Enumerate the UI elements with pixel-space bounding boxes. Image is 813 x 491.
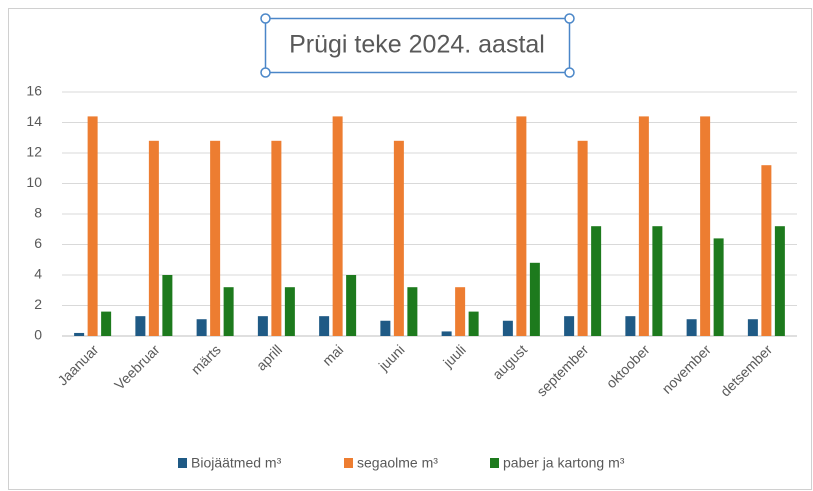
bar [652,226,663,336]
bar [774,226,785,336]
y-tick-label: 16 [26,83,42,99]
bar [135,316,146,336]
legend-swatch [344,458,353,468]
legend-label: paber ja kartong m³ [503,455,625,471]
bar [223,287,234,336]
y-tick-label: 10 [26,174,42,190]
bar [564,316,575,336]
y-tick-label: 6 [34,235,42,251]
bar [638,116,649,337]
bar [625,316,636,336]
bar [162,275,173,336]
selection-handles [260,13,575,78]
bar [332,116,343,337]
bar [87,116,98,337]
bar [101,311,112,336]
bar [591,226,602,336]
y-tick-label: 14 [26,113,42,129]
bar [577,140,588,336]
bar [319,316,330,336]
bar [148,140,159,336]
bar [700,116,711,337]
legend-swatch [490,458,499,468]
bar [686,319,697,336]
y-tick-label: 4 [34,266,42,282]
bar [284,287,295,336]
bar [346,275,357,336]
bar [529,262,540,336]
chart-title: Prügi teke 2024. aastal [289,31,545,59]
bar [407,287,418,336]
bar [380,320,391,336]
y-tick-label: 8 [34,205,42,221]
bar [455,287,466,336]
legend-label: Biojäätmed m³ [191,455,282,471]
bar [502,320,513,336]
bar [210,140,221,336]
bar [196,319,207,336]
chart-area [8,8,812,490]
legend-label: segaolme m³ [357,455,438,471]
bar [271,140,282,336]
bar [468,311,479,336]
bar [516,116,527,337]
y-tick-label: 12 [26,144,42,160]
y-tick-label: 0 [34,327,42,343]
bar [761,165,772,336]
legend-swatch [178,458,187,468]
bar [441,331,452,336]
bar [393,140,404,336]
title-selection[interactable] [264,17,571,74]
bar [747,319,758,336]
y-tick-label: 2 [34,296,42,312]
bar [257,316,268,336]
bar [713,238,724,336]
bar [74,332,85,336]
